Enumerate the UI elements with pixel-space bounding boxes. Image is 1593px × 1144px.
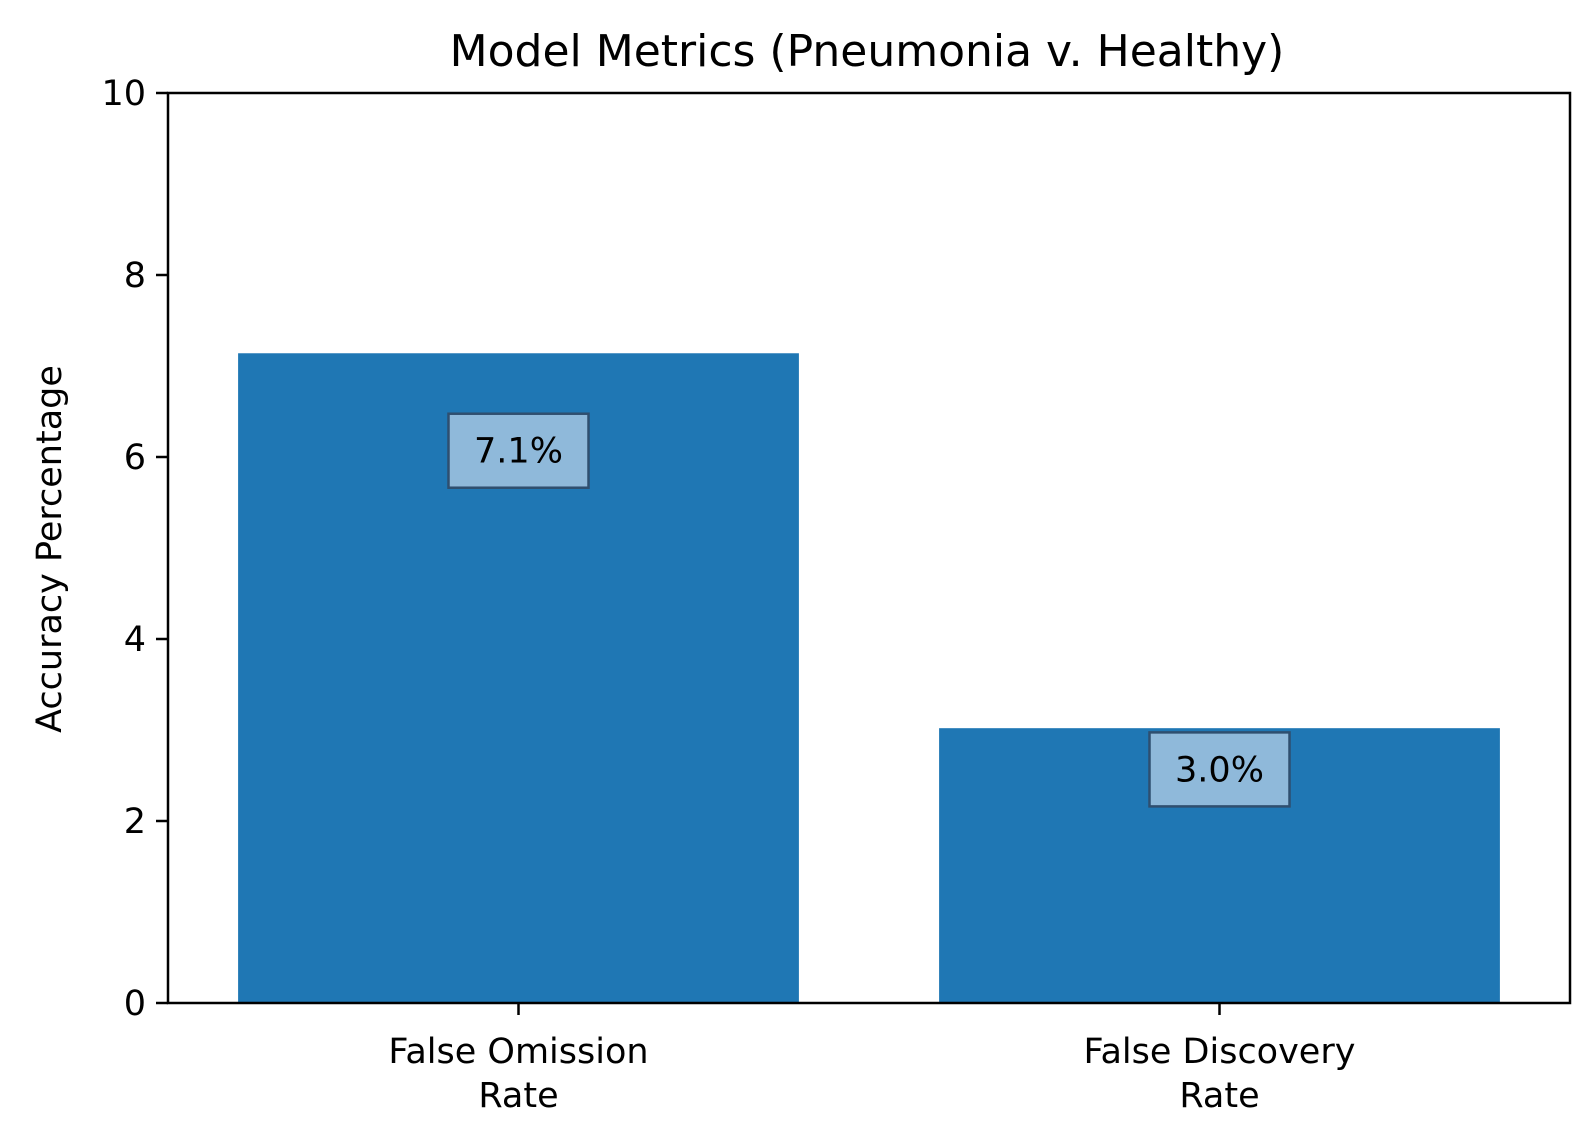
x-tick-label-line: False Discovery — [1084, 1032, 1356, 1072]
y-axis-label: Accuracy Percentage — [30, 365, 70, 733]
y-tick-label-0: 0 — [124, 984, 146, 1024]
x-tick-label-line: False Omission — [388, 1032, 648, 1072]
data-label-box-0 — [447, 412, 590, 489]
y-tick-label-3: 6 — [124, 438, 146, 478]
data-label-1: 3.0% — [1175, 750, 1264, 790]
chart-title: Model Metrics (Pneumonia v. Healthy) — [450, 26, 1285, 77]
y-tick-label-1: 2 — [124, 802, 146, 842]
y-tick-label-5: 10 — [101, 74, 146, 114]
x-tick-label-line: Rate — [478, 1076, 558, 1116]
x-tick-label-line: Rate — [1179, 1076, 1259, 1116]
x-tick-label-1: False Discovery Rate — [1084, 1032, 1356, 1116]
y-tick-label-4: 8 — [124, 256, 146, 296]
data-label-0: 7.1% — [474, 432, 563, 472]
axes-frame — [166, 91, 1572, 1005]
data-label-box-1 — [1148, 731, 1291, 808]
y-tick-label-2: 4 — [124, 620, 146, 660]
x-tick-label-0: False Omission Rate — [388, 1032, 648, 1116]
